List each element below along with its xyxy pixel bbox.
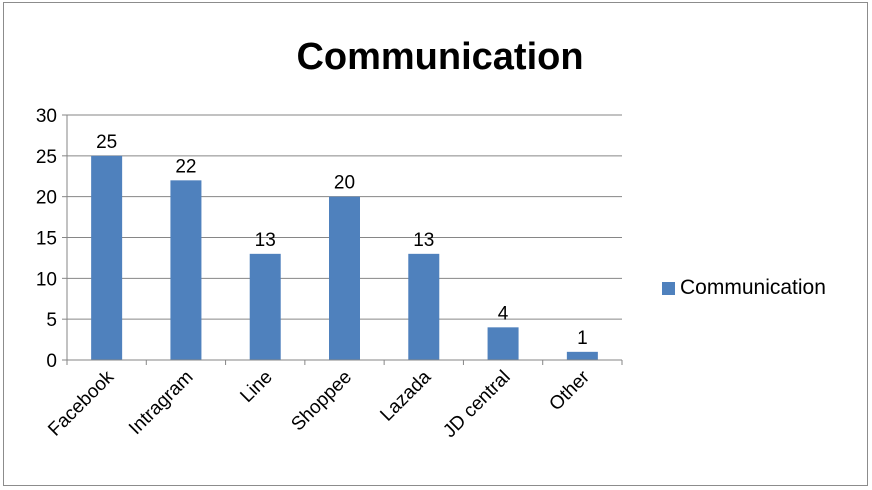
x-tick-label: JD central <box>439 367 514 442</box>
y-tick-label: 20 <box>36 188 57 209</box>
y-tick-label: 10 <box>36 269 57 290</box>
bar-other <box>566 351 598 360</box>
legend: Communication <box>662 276 826 300</box>
x-tick-label: Intragram <box>125 367 197 439</box>
data-label: 25 <box>96 132 117 153</box>
data-label: 20 <box>334 173 355 194</box>
data-label: 13 <box>413 230 434 251</box>
y-tick-label: 25 <box>36 147 57 168</box>
data-label: 4 <box>498 303 509 324</box>
bar-shoppee <box>329 196 360 360</box>
data-label: 13 <box>255 230 276 251</box>
bar-intragram <box>170 180 202 360</box>
y-tick-label: 0 <box>46 351 57 372</box>
bar-line <box>249 253 281 360</box>
x-tick-label: Shoppee <box>287 367 356 436</box>
x-tick-label: Line <box>236 367 276 407</box>
bar-facebook <box>91 155 123 360</box>
y-tick-label: 5 <box>46 310 57 331</box>
chart-area <box>3 2 868 486</box>
chart-title: Communication <box>296 36 584 78</box>
bar-jd-central <box>487 327 519 360</box>
x-tick-label: Other <box>545 366 594 415</box>
legend-swatch <box>662 281 675 295</box>
data-label: 1 <box>577 328 588 349</box>
y-tick-label: 15 <box>36 229 57 250</box>
y-tick-label: 30 <box>36 106 57 127</box>
x-tick-label: Facebook <box>44 366 118 440</box>
legend-label: Communication <box>680 276 826 299</box>
data-label: 22 <box>175 156 196 177</box>
x-tick-label: Lazada <box>376 366 435 425</box>
bar-lazada <box>408 253 440 360</box>
